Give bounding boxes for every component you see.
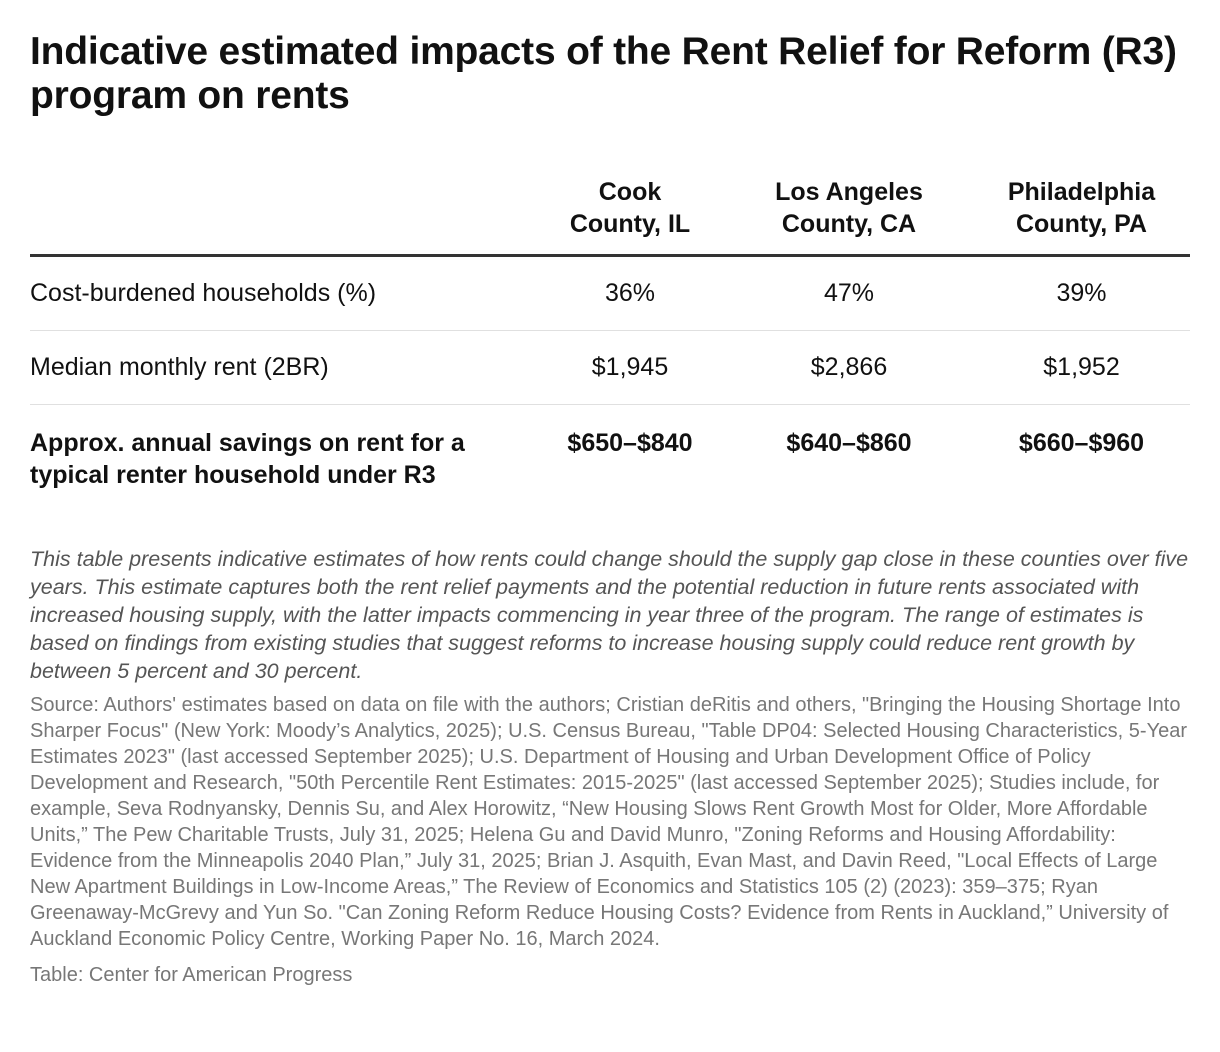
data-table: Cook County, IL Los Angeles County, CA Phi… — [30, 176, 1190, 491]
table-cell: $640–$860 — [786, 429, 912, 457]
header-cook-county: Cook County, IL — [535, 176, 725, 257]
table-row-median-rent: Median monthly rent (2BR) $1,945 $2,866 … — [30, 330, 1190, 405]
table-header-row: Cook County, IL Los Angeles County, CA Phi… — [30, 176, 1190, 257]
table-notes: This table presents indicative estimates… — [30, 547, 1189, 683]
source-text: Source: Authors' estimates based on data… — [30, 694, 1187, 950]
table-figure: Indicative estimated impacts of the Rent… — [30, 30, 1190, 986]
table-row-annual-savings: Approx. annual savings on rent for a typ… — [30, 405, 1190, 492]
chart-title: Indicative estimated impacts of the Rent… — [30, 30, 1177, 117]
table-row-cost-burdened: Cost-burdened households (%) 36% 47% 39% — [30, 255, 1190, 331]
table-cell: $650–$840 — [567, 429, 693, 457]
table-cell: 47% — [725, 255, 973, 331]
table-cell: $2,866 — [725, 330, 973, 405]
header-blank — [30, 176, 535, 257]
table-cell: $1,945 — [535, 330, 725, 405]
table-cell: $660–$960 — [1018, 429, 1145, 457]
header-los-angeles-county: Los Angeles County, CA — [725, 176, 973, 257]
table-cell: 39% — [973, 255, 1190, 331]
header-philadelphia-county: Philadelphia County, PA — [973, 176, 1190, 257]
row-label: Median monthly rent (2BR) — [30, 330, 535, 405]
row-label: Cost-burdened households (%) — [30, 255, 535, 331]
table-credit: Table: Center for American Progress — [30, 964, 353, 986]
row-label: Approx. annual savings on rent for a typ… — [30, 429, 465, 489]
table-cell: $1,952 — [973, 330, 1190, 405]
table-cell: 36% — [535, 255, 725, 331]
